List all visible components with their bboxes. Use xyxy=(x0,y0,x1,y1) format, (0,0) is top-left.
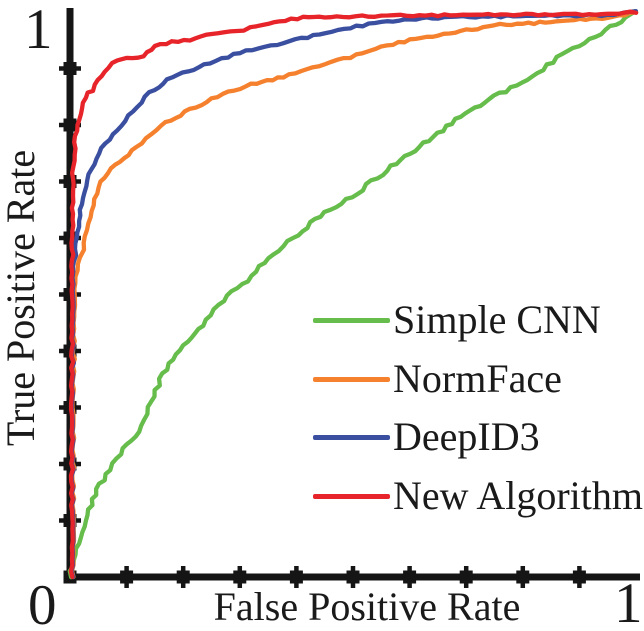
x-axis-title: False Positive Rate xyxy=(213,584,521,629)
origin-label: 0 xyxy=(28,574,57,631)
x-axis-max-label: 1 xyxy=(614,572,643,631)
y-axis-max-label: 1 xyxy=(24,0,53,61)
y-axis-title: True Positive Rate xyxy=(0,149,43,447)
